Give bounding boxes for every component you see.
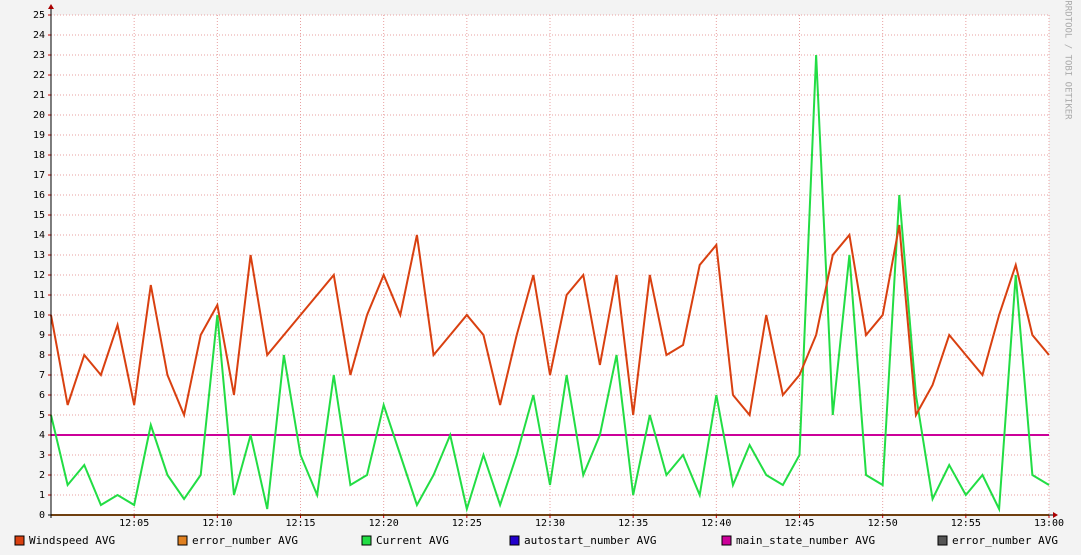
legend-swatch bbox=[721, 535, 732, 546]
x-tick-label: 12:30 bbox=[535, 518, 565, 529]
y-tick-label: 19 bbox=[33, 130, 45, 141]
y-tick-label: 9 bbox=[39, 330, 45, 341]
y-tick-label: 17 bbox=[33, 170, 45, 181]
legend-swatch bbox=[361, 535, 372, 546]
y-tick-label: 7 bbox=[39, 370, 45, 381]
x-tick-label: 13:00 bbox=[1034, 518, 1064, 529]
y-tick-label: 11 bbox=[33, 290, 45, 301]
legend: Windspeed AVG error_number AVG Current AVG… bbox=[14, 534, 1058, 547]
y-tick-label: 22 bbox=[33, 70, 45, 81]
y-tick-label: 23 bbox=[33, 50, 45, 61]
legend-swatch bbox=[177, 535, 188, 546]
x-tick-label: 12:40 bbox=[701, 518, 731, 529]
x-tick-label: 12:05 bbox=[119, 518, 149, 529]
legend-swatch bbox=[14, 535, 25, 546]
y-tick-label: 10 bbox=[33, 310, 45, 321]
x-tick-label: 12:10 bbox=[202, 518, 232, 529]
y-axis-arrow bbox=[48, 4, 54, 9]
series-line bbox=[50, 54, 1050, 513]
y-tick-label: 5 bbox=[39, 410, 45, 421]
legend-label: Windspeed AVG bbox=[29, 534, 115, 547]
x-tick-label: 12:45 bbox=[784, 518, 814, 529]
legend-swatch bbox=[509, 535, 520, 546]
x-tick-label: 12:35 bbox=[618, 518, 648, 529]
x-tick-label: 12:25 bbox=[452, 518, 482, 529]
y-tick-label: 4 bbox=[39, 430, 45, 441]
y-tick-label: 2 bbox=[39, 470, 45, 481]
y-tick-label: 0 bbox=[39, 510, 45, 521]
x-tick-label: 12:20 bbox=[369, 518, 399, 529]
y-tick-label: 16 bbox=[33, 190, 45, 201]
y-tick-label: 24 bbox=[33, 30, 45, 41]
y-tick-label: 13 bbox=[33, 250, 45, 261]
y-tick-label: 15 bbox=[33, 210, 45, 221]
legend-label: autostart_number AVG bbox=[524, 534, 656, 547]
y-tick-label: 8 bbox=[39, 350, 45, 361]
y-tick-label: 21 bbox=[33, 90, 45, 101]
legend-label: error_number AVG bbox=[192, 534, 298, 547]
y-tick-label: 12 bbox=[33, 270, 45, 281]
y-tick-label: 6 bbox=[39, 390, 45, 401]
y-tick-label: 18 bbox=[33, 150, 45, 161]
x-tick-label: 12:15 bbox=[285, 518, 315, 529]
legend-label: main_state_number AVG bbox=[736, 534, 875, 547]
y-tick-label: 3 bbox=[39, 450, 45, 461]
y-tick-label: 20 bbox=[33, 110, 45, 121]
watermark: RRDTOOL / TOBI OETIKER bbox=[1063, 0, 1073, 120]
x-tick-label: 12:55 bbox=[951, 518, 981, 529]
y-tick-label: 1 bbox=[39, 490, 45, 501]
legend-swatch bbox=[937, 535, 948, 546]
y-tick-label: 14 bbox=[33, 230, 45, 241]
y-tick-label: 25 bbox=[33, 10, 45, 21]
x-tick-label: 12:50 bbox=[868, 518, 898, 529]
axis-layer: 0123456789101112131415161718192021222324… bbox=[33, 4, 1064, 529]
series-line bbox=[50, 224, 1050, 419]
legend-label: error_number AVG bbox=[952, 534, 1058, 547]
legend-label: Current AVG bbox=[376, 534, 449, 547]
x-axis-arrow bbox=[1053, 512, 1058, 518]
